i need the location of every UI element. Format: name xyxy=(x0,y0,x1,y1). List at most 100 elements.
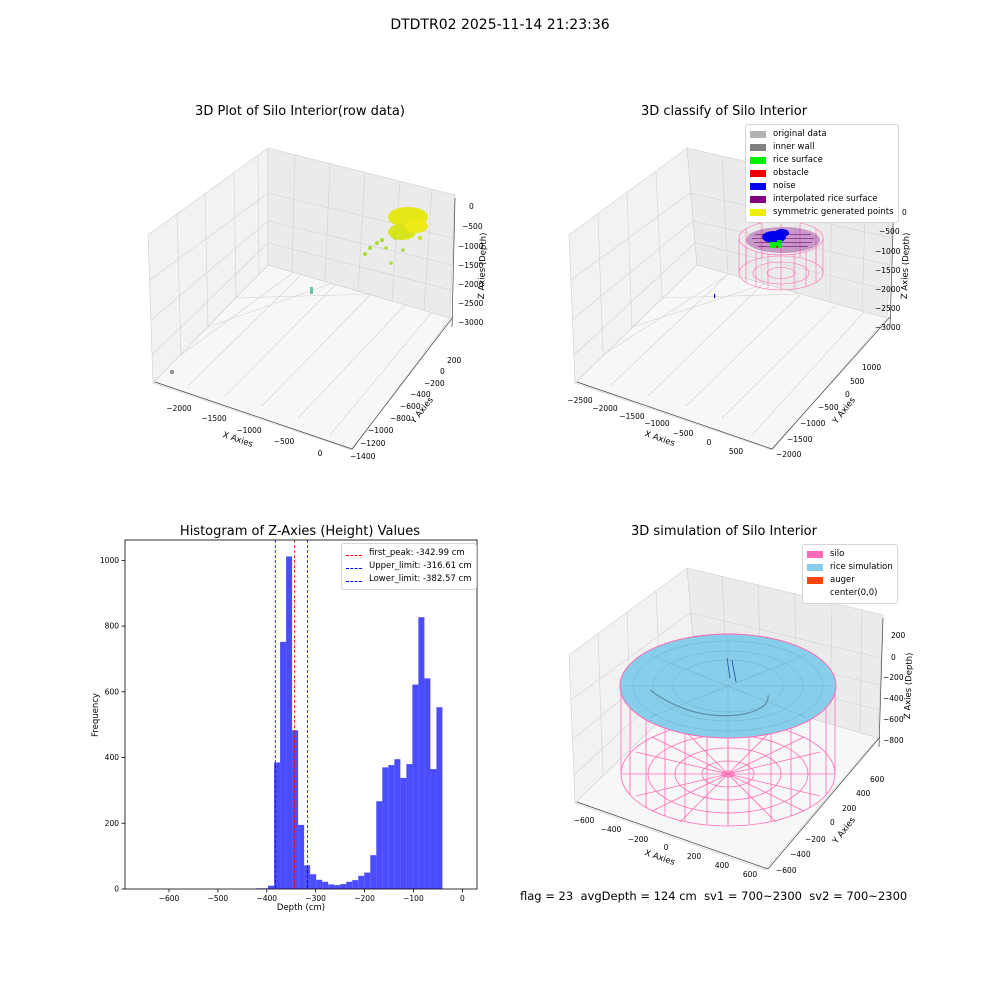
panel1-title: 3D Plot of Silo Interior(row data) xyxy=(195,104,405,119)
y-tick-label: 1000 xyxy=(100,556,119,565)
p4-auger xyxy=(726,657,737,683)
status-avg-depth: avgDepth = 124 cm xyxy=(580,889,697,903)
p4-ytick: 0 xyxy=(830,818,835,827)
legend-item-interpolated-rice-surface: interpolated rice surface xyxy=(750,193,894,206)
p1-ytick: 0 xyxy=(440,367,445,376)
p1-point xyxy=(375,241,379,245)
legend-label: symmetric generated points xyxy=(773,207,894,217)
legend-swatch xyxy=(750,196,766,203)
histogram-bar xyxy=(286,556,293,889)
p2-ztick: −3000 xyxy=(875,323,901,332)
legend-item-inner-wall: inner wall xyxy=(750,141,894,154)
p1-ztick: −1500 xyxy=(458,261,484,270)
y-tick-label: 600 xyxy=(105,687,120,696)
p4-ztick: 200 xyxy=(891,631,906,640)
p2-ztick: 0 xyxy=(902,208,907,217)
p4-ytick: 200 xyxy=(842,804,857,813)
legend-label: auger xyxy=(830,575,855,585)
legend-item-upper-limit: Upper_limit: -316.61 cm xyxy=(346,560,472,573)
p1-small-cluster xyxy=(310,287,313,294)
p1-point xyxy=(384,246,388,250)
p1-xtick: 0 xyxy=(318,449,323,458)
histogram-vlines xyxy=(274,540,308,889)
p1-ytick: −200 xyxy=(424,379,445,388)
p1-ytick: −1200 xyxy=(360,439,386,448)
y-tick-label: 0 xyxy=(114,885,119,894)
p4-ytick: 400 xyxy=(856,789,871,798)
panel4-title: 3D simulation of Silo Interior xyxy=(631,524,817,539)
p1-ztick: −1000 xyxy=(458,242,484,251)
p2-xtick: −1500 xyxy=(619,412,645,421)
p2-y-ticks: 1000 500 0 −500 −1000 −1500 −2000 xyxy=(776,363,881,459)
legend-item-rice-simulation: rice simulation xyxy=(807,561,893,574)
p4-xtick: −400 xyxy=(601,825,622,834)
histogram-bar xyxy=(406,764,413,889)
p1-y-ticks: 200 0 −200 −400 −600 −800 −1000 −1200 −1… xyxy=(350,356,462,461)
legend-swatch xyxy=(750,131,766,138)
histogram-bar xyxy=(436,707,443,889)
x-tick-label: −600 xyxy=(159,894,180,903)
panel4-3d-plot: −600 −400 −200 0 200 400 600 X Axies 600… xyxy=(568,567,915,879)
legend-label: center(0,0) xyxy=(830,588,878,598)
p1-point xyxy=(368,246,372,250)
panel2-title: 3D classify of Silo Interior xyxy=(640,104,808,119)
p2-xtick: −2000 xyxy=(592,404,618,413)
histogram-bar xyxy=(280,641,287,889)
figure-title: DTDTR02 2025-11-14 21:23:36 xyxy=(390,17,610,33)
legend-item-obstacle: obstacle xyxy=(750,167,894,180)
p4-ytick: −400 xyxy=(790,850,811,859)
histogram-bar xyxy=(274,762,281,889)
p2-rice-surface xyxy=(770,240,782,248)
legend-item-original-data: original data xyxy=(750,128,894,141)
p2-floor-pane xyxy=(574,264,888,451)
p1-xtick: −1000 xyxy=(236,426,262,435)
histogram-bar xyxy=(322,881,329,889)
p1-axes xyxy=(154,197,456,450)
p4-xtick: 0 xyxy=(664,843,669,852)
p4-legend: silo rice simulation auger center(0,0) xyxy=(802,544,898,604)
p4-y-ticks: 600 400 200 0 −200 −400 −600 xyxy=(776,775,885,875)
p2-legend: original data inner wall rice surface ob… xyxy=(745,124,899,223)
p4-ytick: 600 xyxy=(870,775,885,784)
p4-xtick: 200 xyxy=(687,852,702,861)
histogram-bar xyxy=(292,730,299,889)
histogram-frame xyxy=(124,539,478,890)
p2-xtick: −2500 xyxy=(567,396,593,405)
p4-z-ticks: 200 0 −200 −400 −600 −800 xyxy=(883,631,906,745)
x-tick-label: −300 xyxy=(305,894,326,903)
legend-swatch xyxy=(346,554,362,556)
legend-label: inner wall xyxy=(773,142,815,152)
p4-x-ticks: −600 −400 −200 0 200 400 600 xyxy=(574,816,758,879)
legend-item-center: center(0,0) xyxy=(807,587,893,600)
p2-ytick: −500 xyxy=(818,403,839,412)
legend-swatch xyxy=(807,590,823,597)
p2-xtick: −500 xyxy=(673,429,694,438)
histogram-bar xyxy=(364,872,371,889)
p1-ytick: −400 xyxy=(410,390,431,399)
legend-label: first_peak: -342.99 cm xyxy=(369,548,465,558)
p4-ytick: −200 xyxy=(805,835,826,844)
histogram-bar xyxy=(382,767,389,889)
p4-rice-mesh xyxy=(625,636,831,736)
histogram-bar xyxy=(418,617,425,889)
histogram-bar xyxy=(316,879,323,889)
status-line: flag = 23 avgDepth = 124 cm sv1 = 700~23… xyxy=(520,889,907,903)
legend-label: obstacle xyxy=(773,168,809,178)
p2-xtick: 500 xyxy=(729,447,744,456)
histogram-chart: −600 −500 −400 −300 −200 −100 0 0 200 400 600 800 1… xyxy=(91,539,478,913)
p2-obstacle xyxy=(776,246,778,248)
p4-xlabel: X Axies xyxy=(643,848,676,868)
p2-ytick: −1500 xyxy=(787,435,813,444)
p1-ztick: 0 xyxy=(469,202,474,211)
p1-xtick: −2000 xyxy=(166,404,192,413)
legend-item-rice-surface: rice surface xyxy=(750,154,894,167)
p1-point xyxy=(401,248,405,252)
p4-xtick: −200 xyxy=(628,835,649,844)
p4-ztick: 0 xyxy=(891,653,896,662)
x-tick-label: −400 xyxy=(256,894,277,903)
p2-xlabel: X Axies xyxy=(643,429,676,449)
histogram-bar xyxy=(412,684,419,889)
p1-point xyxy=(379,237,385,243)
histogram-bar xyxy=(304,865,311,889)
legend-label: silo xyxy=(830,549,845,559)
